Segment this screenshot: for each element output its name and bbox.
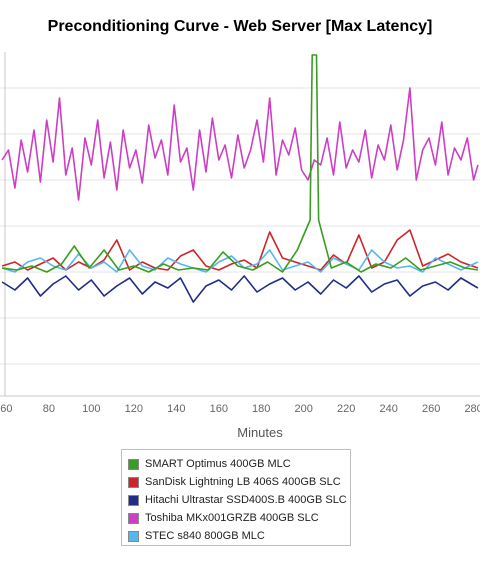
legend-label: Toshiba MKx001GRZB 400GB SLC <box>145 512 319 524</box>
legend: SMART Optimus 400GB MLC SanDisk Lightnin… <box>121 449 351 546</box>
legend-item-stec[interactable]: STEC s840 800GB MLC <box>128 527 265 545</box>
legend-label: SanDisk Lightning LB 406S 400GB SLC <box>145 476 341 488</box>
legend-item-toshiba[interactable]: Toshiba MKx001GRZB 400GB SLC <box>128 509 319 527</box>
legend-item-smart[interactable]: SMART Optimus 400GB MLC <box>128 455 291 473</box>
legend-label: Hitachi Ultrastar SSD400S.B 400GB SLC <box>145 494 347 506</box>
series-line-0 <box>1 54 479 273</box>
x-tick-label: 120 <box>125 403 143 415</box>
x-tick-label: 140 <box>167 403 185 415</box>
x-tick-label: 180 <box>252 403 270 415</box>
x-tick-label: 160 <box>210 403 228 415</box>
series-line-2 <box>1 275 479 303</box>
legend-swatch <box>128 512 139 524</box>
x-axis-label: Minutes <box>237 425 283 440</box>
x-tick-label: 220 <box>337 403 355 415</box>
legend-item-sandisk[interactable]: SanDisk Lightning LB 406S 400GB SLC <box>128 473 341 491</box>
x-tick-label: 100 <box>82 403 100 415</box>
x-tick-label: 280 <box>464 403 480 415</box>
legend-swatch <box>128 476 139 488</box>
series-line-3 <box>1 87 479 201</box>
chart-title: Preconditioning Curve - Web Server [Max … <box>47 18 433 35</box>
legend-item-hitachi[interactable]: Hitachi Ultrastar SSD400S.B 400GB SLC <box>128 491 347 509</box>
x-tick-label: 240 <box>379 403 397 415</box>
legend-swatch <box>128 458 139 470</box>
x-tick-label: 200 <box>295 403 313 415</box>
series-lines <box>1 54 479 303</box>
x-tick-label: 60 <box>0 403 12 415</box>
legend-swatch <box>128 494 139 506</box>
x-tick-label: 260 <box>422 403 440 415</box>
legend-label: STEC s840 800GB MLC <box>145 530 265 542</box>
grid <box>0 52 480 397</box>
legend-label: SMART Optimus 400GB MLC <box>145 458 291 470</box>
x-tick-labels: 60 80 100 120 140 160 180 200 220 240 260 280 <box>0 403 480 415</box>
legend-swatch <box>128 530 139 542</box>
x-tick-label: 80 <box>43 403 55 415</box>
